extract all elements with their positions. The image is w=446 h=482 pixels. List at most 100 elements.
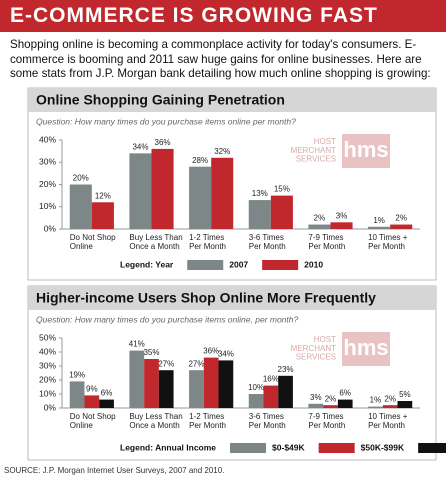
intro-text: Shopping online is becoming a commonplac… [10, 38, 431, 80]
legend-swatch [262, 260, 299, 270]
bar [129, 153, 152, 229]
watermark-name: HOST MERCHANT SERVICES [291, 335, 336, 362]
value-label: 32% [214, 147, 230, 156]
legend-label: $50K-$99K [361, 442, 405, 452]
y-tick-label: 40% [39, 134, 56, 144]
chart-title: Online Shopping Gaining Penetration [36, 92, 285, 108]
x-tick-label: 10 Times + Per Month [368, 412, 408, 430]
bar [308, 224, 331, 229]
value-label: 5% [399, 390, 411, 399]
x-tick-label: Do Not Shop Online [70, 233, 116, 251]
bar [308, 403, 324, 408]
value-label: 15% [274, 185, 290, 194]
panel-title-bar [28, 88, 436, 112]
x-tick-label: Do Not Shop Online [70, 412, 116, 430]
value-label: 2% [384, 394, 396, 403]
value-label: 1% [373, 216, 385, 225]
y-tick-label: 20% [39, 374, 56, 384]
header-title: E-COMMERCE IS GROWING FAST [0, 0, 446, 32]
x-tick-label: 7-9 Times Per Month [308, 412, 345, 430]
y-tick-label: 20% [39, 179, 56, 189]
y-tick-label: 0% [44, 402, 57, 412]
bar [397, 401, 413, 408]
bar [278, 375, 293, 408]
value-label: 2% [325, 394, 337, 403]
bar [368, 406, 383, 408]
value-label: 27% [188, 359, 204, 368]
bar [189, 370, 204, 408]
value-label: 36% [155, 138, 171, 147]
bar [144, 359, 159, 408]
x-tick-label: 1-2 Times Per Month [189, 233, 226, 251]
bar [69, 184, 92, 229]
y-tick-label: 10% [39, 388, 56, 398]
x-tick-label: 7-9 Times Per Month [308, 233, 345, 251]
watermark-box [342, 134, 390, 168]
x-tick-label: 1-2 Times Per Month [189, 412, 226, 430]
bar [330, 222, 353, 229]
legend-title: Legend: Year [120, 259, 174, 269]
bar [158, 370, 174, 408]
value-label: 28% [192, 156, 208, 165]
bar [248, 200, 271, 229]
legend-swatch [187, 260, 224, 270]
value-label: 34% [218, 350, 234, 359]
value-label: 2% [314, 214, 326, 223]
bar [248, 394, 264, 408]
y-tick-label: 0% [44, 223, 57, 233]
bar [323, 405, 338, 408]
watermark-logo: hms [343, 137, 388, 162]
value-label: 12% [95, 191, 111, 200]
watermark-box [342, 332, 390, 366]
bar [368, 226, 391, 229]
bar [91, 202, 114, 229]
bar [84, 395, 100, 408]
legend-swatch [318, 443, 355, 453]
y-tick-label: 30% [39, 157, 56, 167]
legend-swatch [418, 443, 446, 453]
value-label: 9% [86, 385, 98, 394]
legend-title: Legend: Annual Income [120, 442, 216, 452]
legend-swatch [230, 443, 267, 453]
panel-title-bar [28, 286, 436, 310]
value-label: 2% [395, 214, 407, 223]
bar [69, 381, 85, 408]
bar [99, 399, 114, 408]
y-tick-label: 40% [39, 346, 56, 356]
x-tick-label: Buy Less Than Once a Month [129, 412, 182, 430]
x-tick-label: Buy Less Than Once a Month [129, 233, 182, 251]
y-tick-label: 50% [39, 332, 56, 342]
watermark-name: HOST MERCHANT SERVICES [291, 137, 336, 164]
y-tick-label: 30% [39, 360, 56, 370]
bar [151, 148, 174, 229]
value-label: 41% [129, 340, 145, 349]
value-label: 6% [101, 389, 113, 398]
y-tick-label: 10% [39, 201, 56, 211]
legend-label: 2007 [229, 259, 248, 269]
source: SOURCE: J.P. Morgan Internet User Survey… [4, 466, 225, 475]
bar [203, 357, 219, 408]
bar [189, 166, 212, 229]
x-tick-label: 10 Times + Per Month [368, 233, 408, 251]
chart-subtitle: Question: How many times do you purchase… [36, 314, 298, 324]
value-label: 3% [310, 393, 322, 402]
bar [129, 350, 145, 408]
bar [211, 157, 234, 229]
bar [337, 399, 353, 408]
bar [218, 360, 234, 408]
value-label: 19% [69, 371, 85, 380]
bar [263, 385, 279, 408]
watermark-logo: hms [343, 335, 388, 360]
bar [390, 224, 413, 229]
value-label: 34% [132, 142, 148, 151]
value-label: 3% [336, 211, 348, 220]
chart-title: Higher-income Users Shop Online More Fre… [36, 290, 376, 306]
value-label: 10% [248, 383, 264, 392]
value-label: 23% [278, 365, 294, 374]
bar [382, 405, 398, 408]
value-label: 16% [263, 375, 279, 384]
value-label: 20% [73, 174, 89, 183]
value-label: 13% [252, 189, 268, 198]
